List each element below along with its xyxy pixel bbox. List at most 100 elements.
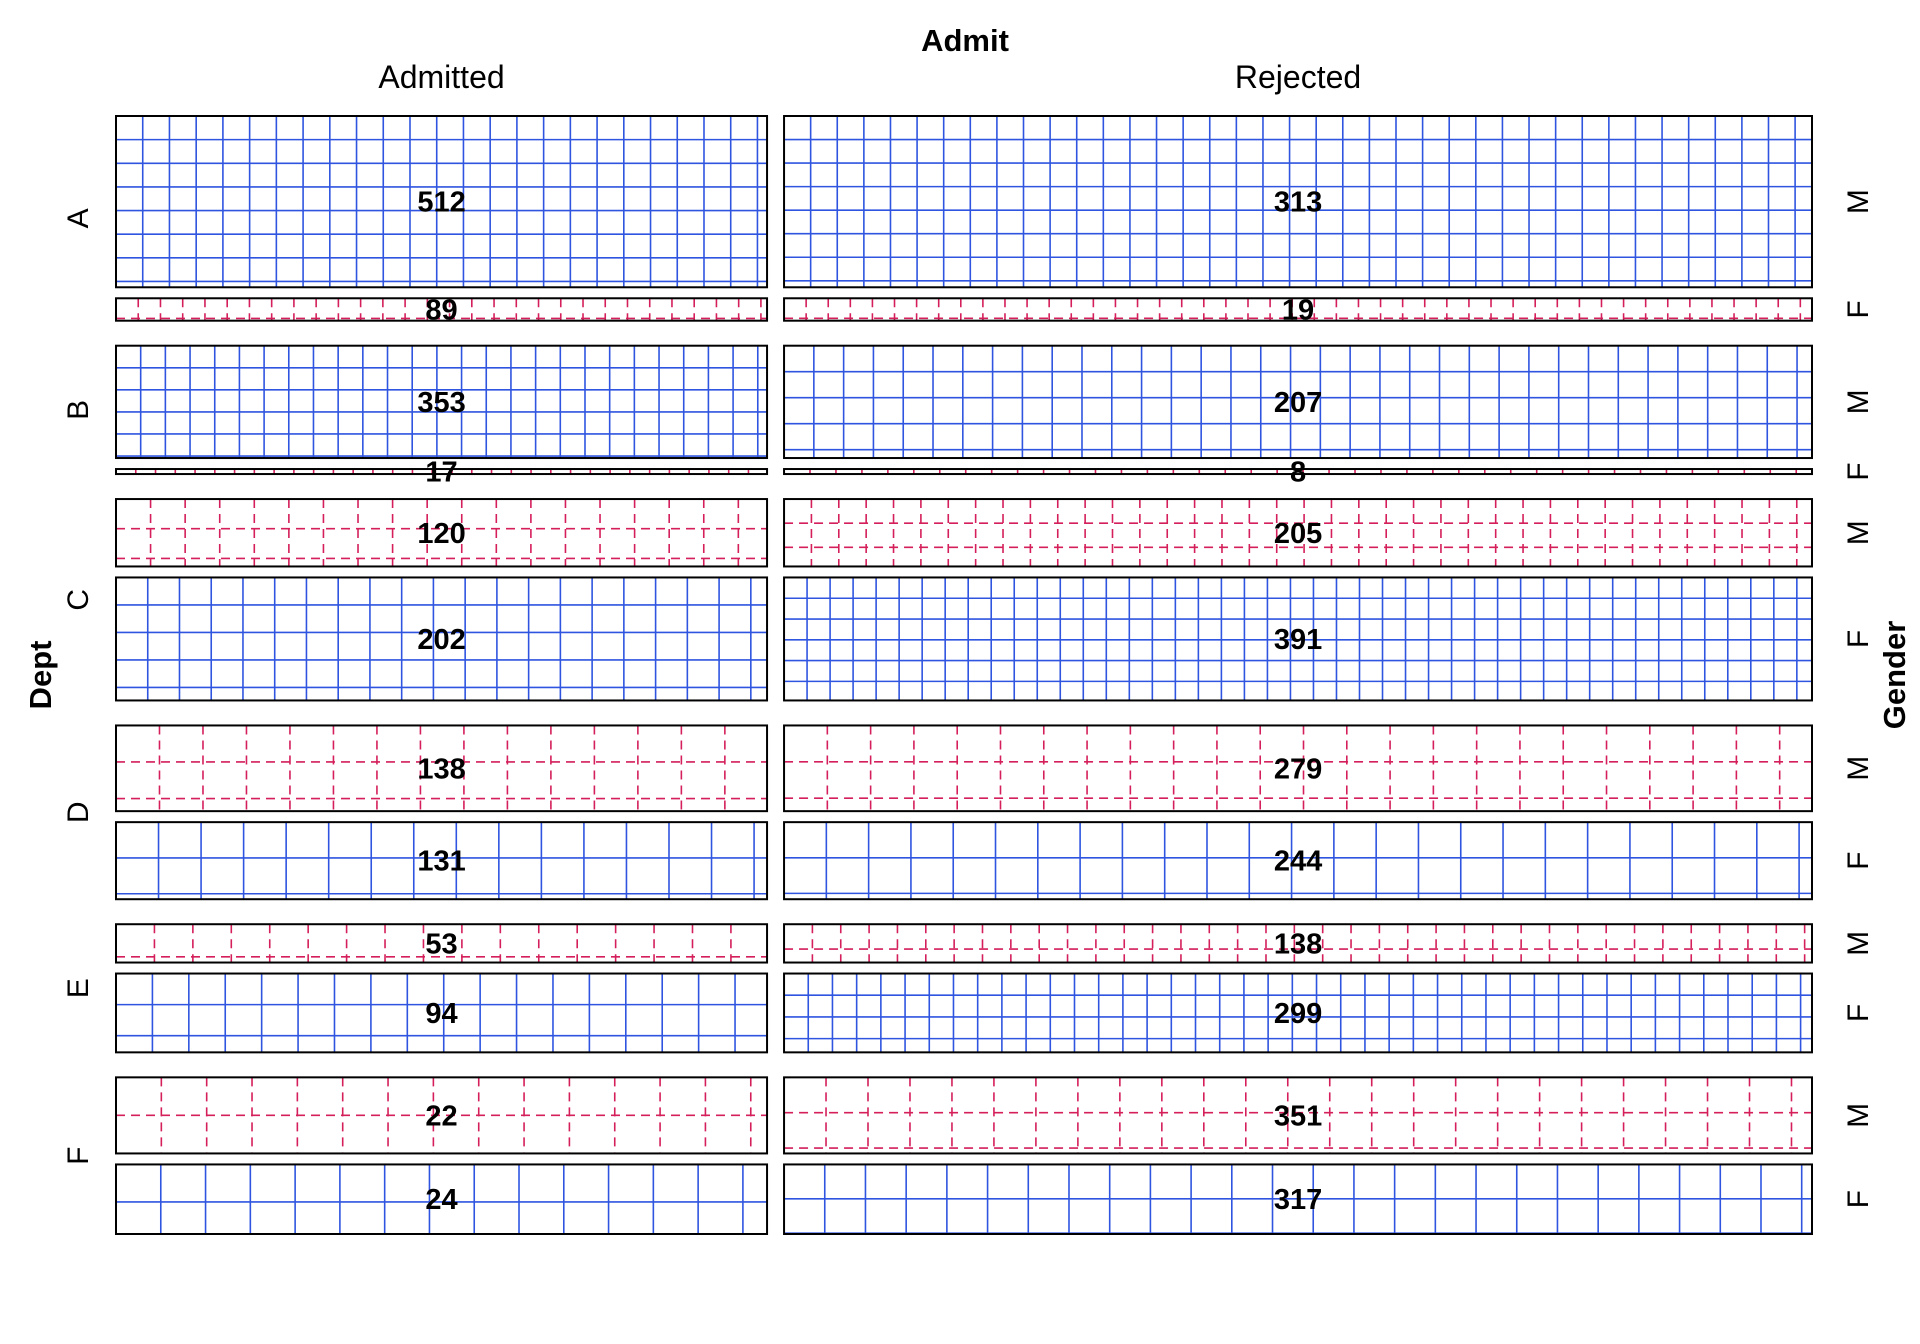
tile-border [783, 115, 1814, 289]
admit-level-headers: Admitted Rejected [378, 59, 1361, 95]
tile-count-label: 279 [1274, 753, 1322, 785]
tile-border [115, 724, 769, 813]
gender-label-f: F [1842, 852, 1875, 870]
tile-count-label: 299 [1274, 998, 1322, 1030]
tile-count-label: 391 [1274, 624, 1322, 656]
tile-hatch [784, 345, 1812, 459]
tile-d-rejected-m: 279 [783, 724, 1814, 813]
tile-count-label: 89 [425, 294, 457, 326]
tile-count-label: 24 [425, 1184, 457, 1216]
tile-hatch [116, 1164, 768, 1234]
tile-hatch [116, 822, 768, 900]
dept-label-e: E [62, 978, 95, 998]
tile-e-rejected-m: 138 [783, 923, 1814, 964]
tile-count-label: 202 [417, 624, 465, 656]
gender-label-f: F [1842, 462, 1875, 480]
tile-border [115, 498, 769, 568]
tile-border [783, 1163, 1814, 1236]
tile-border [783, 297, 1814, 322]
tile-border [115, 1076, 769, 1155]
tile-hatch [116, 973, 768, 1053]
tile-count-label: 353 [417, 387, 465, 419]
tile-d-admitted-f: 131 [115, 821, 769, 901]
tile-e-rejected-f: 299 [783, 972, 1814, 1054]
tile-hatch [784, 725, 1812, 812]
admit-level-header-admitted: Admitted [378, 59, 504, 95]
tile-b-rejected-m: 207 [783, 344, 1814, 460]
tile-c-admitted-m: 120 [115, 498, 769, 568]
tile-border [783, 468, 1814, 476]
tile-border [783, 972, 1814, 1054]
dept-level-labels: A B C D E F [62, 208, 95, 1164]
tile-border [115, 821, 769, 901]
tile-hatch [784, 1077, 1812, 1154]
gender-label-m: M [1842, 931, 1875, 956]
tile-d-rejected-f: 244 [783, 821, 1814, 901]
tile-hatch [784, 822, 1812, 900]
tile-f-rejected-m: 351 [783, 1076, 1814, 1155]
tile-c-rejected-m: 205 [783, 498, 1814, 568]
tile-hatch [784, 298, 1812, 321]
tile-count-label: 120 [417, 518, 465, 550]
tile-f-admitted-f: 24 [115, 1163, 769, 1236]
tile-border [115, 297, 769, 322]
tile-hatch [116, 577, 768, 701]
tile-hatch [116, 499, 768, 567]
tile-border [783, 498, 1814, 568]
tile-f-rejected-f: 317 [783, 1163, 1814, 1236]
gender-label-m: M [1842, 1103, 1875, 1128]
tile-b-rejected-f: 8 [783, 457, 1814, 489]
tile-count-label: 22 [425, 1100, 457, 1132]
tile-count-label: 512 [417, 187, 465, 219]
mosaic-tiles: 512 313 89 19 353 207 17 8 120 205 202 391 138 279 131… [115, 115, 1814, 1236]
gender-label-m: M [1842, 189, 1875, 214]
gender-label-f: F [1842, 1190, 1875, 1208]
tile-hatch [784, 924, 1812, 963]
tile-hatch [116, 298, 768, 321]
tile-count-label: 19 [1282, 294, 1314, 326]
tile-count-label: 94 [425, 998, 457, 1030]
tile-count-label: 138 [417, 753, 465, 785]
gender-label-f: F [1842, 300, 1875, 318]
tile-border [115, 468, 769, 476]
tile-hatch [116, 345, 768, 459]
tile-hatch [116, 116, 768, 288]
tile-count-label: 313 [1274, 187, 1322, 219]
tile-border [115, 1163, 769, 1236]
tile-a-rejected-f: 19 [783, 294, 1814, 326]
tile-b-admitted-m: 353 [115, 344, 769, 460]
tile-count-label: 131 [417, 846, 465, 878]
tile-border [783, 724, 1814, 813]
gender-label-f: F [1842, 630, 1875, 648]
tile-hatch [784, 577, 1812, 701]
dept-variable-label: Dept [23, 641, 58, 710]
gender-label-m: M [1842, 389, 1875, 414]
dept-label-d: D [62, 802, 95, 824]
tile-e-admitted-m: 53 [115, 923, 769, 964]
tile-hatch [784, 499, 1812, 567]
tile-count-label: 244 [1274, 846, 1322, 878]
tile-count-label: 53 [425, 928, 457, 960]
tile-border [783, 344, 1814, 460]
tile-border [115, 344, 769, 460]
tile-hatch [784, 973, 1812, 1053]
tile-border [783, 821, 1814, 901]
gender-variable-label: Gender [1877, 621, 1912, 730]
dept-label-b: B [62, 400, 95, 420]
tile-hatch [116, 924, 768, 963]
dept-label-a: A [62, 208, 95, 228]
tile-count-label: 351 [1274, 1100, 1322, 1132]
tile-d-admitted-m: 138 [115, 724, 769, 813]
tile-count-label: 207 [1274, 387, 1322, 419]
tile-e-admitted-f: 94 [115, 972, 769, 1054]
tile-f-admitted-m: 22 [115, 1076, 769, 1155]
tile-border [115, 923, 769, 964]
tile-border [115, 115, 769, 289]
tile-count-label: 17 [425, 457, 457, 489]
tile-count-label: 138 [1274, 928, 1322, 960]
tile-border [783, 1076, 1814, 1155]
gender-label-m: M [1842, 520, 1875, 545]
admit-level-header-rejected: Rejected [1235, 59, 1361, 95]
tile-hatch [116, 725, 768, 812]
